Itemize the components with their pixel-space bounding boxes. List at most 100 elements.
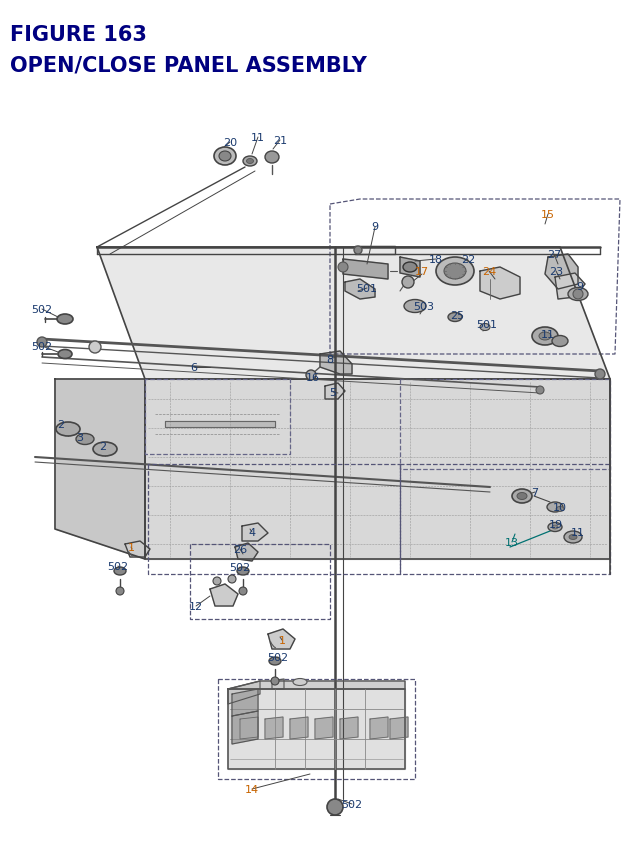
Text: 26: 26 bbox=[233, 544, 247, 554]
Polygon shape bbox=[235, 543, 258, 561]
Ellipse shape bbox=[552, 525, 558, 530]
Circle shape bbox=[306, 370, 316, 381]
Text: 5: 5 bbox=[330, 387, 337, 398]
Text: 11: 11 bbox=[571, 528, 585, 537]
Ellipse shape bbox=[532, 328, 558, 345]
Polygon shape bbox=[343, 260, 388, 280]
Text: 501: 501 bbox=[477, 319, 497, 330]
Ellipse shape bbox=[403, 263, 417, 273]
Text: 502: 502 bbox=[31, 305, 52, 314]
Polygon shape bbox=[545, 255, 578, 289]
Ellipse shape bbox=[568, 288, 588, 301]
Ellipse shape bbox=[114, 567, 126, 575]
Text: 502: 502 bbox=[229, 562, 251, 573]
Ellipse shape bbox=[556, 507, 564, 512]
Ellipse shape bbox=[58, 350, 72, 359]
Text: 2: 2 bbox=[99, 442, 107, 451]
Text: 1: 1 bbox=[278, 635, 285, 645]
Text: 27: 27 bbox=[547, 250, 561, 260]
Text: 6: 6 bbox=[191, 362, 198, 373]
Text: 17: 17 bbox=[415, 267, 429, 276]
Circle shape bbox=[327, 799, 343, 815]
Polygon shape bbox=[125, 542, 150, 557]
Polygon shape bbox=[345, 280, 375, 300]
Polygon shape bbox=[240, 717, 258, 739]
Text: FIGURE 163: FIGURE 163 bbox=[10, 25, 147, 45]
Text: 11: 11 bbox=[251, 133, 265, 143]
Ellipse shape bbox=[219, 152, 231, 162]
Circle shape bbox=[228, 575, 236, 583]
Text: 20: 20 bbox=[223, 138, 237, 148]
Text: 503: 503 bbox=[413, 301, 435, 312]
Polygon shape bbox=[242, 523, 268, 542]
Text: 12: 12 bbox=[189, 601, 203, 611]
Ellipse shape bbox=[480, 324, 490, 331]
Ellipse shape bbox=[246, 159, 253, 164]
Polygon shape bbox=[268, 629, 295, 649]
Circle shape bbox=[354, 247, 362, 255]
Polygon shape bbox=[228, 681, 405, 689]
Text: 10: 10 bbox=[553, 503, 567, 512]
Polygon shape bbox=[210, 585, 238, 606]
Ellipse shape bbox=[293, 678, 307, 685]
Ellipse shape bbox=[436, 257, 474, 286]
Text: 18: 18 bbox=[429, 255, 443, 264]
Polygon shape bbox=[400, 257, 420, 278]
Circle shape bbox=[89, 342, 101, 354]
Polygon shape bbox=[315, 717, 333, 739]
Text: 21: 21 bbox=[273, 136, 287, 146]
Polygon shape bbox=[355, 247, 395, 255]
Circle shape bbox=[573, 289, 583, 300]
Polygon shape bbox=[370, 717, 388, 739]
Polygon shape bbox=[320, 351, 352, 375]
Text: 11: 11 bbox=[541, 330, 555, 339]
Circle shape bbox=[37, 338, 47, 348]
Text: 4: 4 bbox=[248, 528, 255, 537]
Ellipse shape bbox=[512, 489, 532, 504]
Ellipse shape bbox=[448, 313, 462, 322]
Polygon shape bbox=[228, 689, 405, 769]
Polygon shape bbox=[340, 717, 358, 739]
Polygon shape bbox=[55, 380, 145, 560]
Circle shape bbox=[338, 263, 348, 273]
Circle shape bbox=[271, 678, 279, 685]
Polygon shape bbox=[480, 268, 520, 300]
Ellipse shape bbox=[214, 148, 236, 166]
Ellipse shape bbox=[564, 531, 582, 543]
Text: 15: 15 bbox=[541, 210, 555, 220]
Ellipse shape bbox=[517, 493, 527, 500]
Text: 502: 502 bbox=[341, 799, 363, 809]
Text: 502: 502 bbox=[108, 561, 129, 572]
Polygon shape bbox=[265, 717, 283, 739]
Circle shape bbox=[402, 276, 414, 288]
Polygon shape bbox=[555, 274, 585, 300]
Ellipse shape bbox=[569, 535, 577, 540]
Ellipse shape bbox=[57, 314, 73, 325]
Ellipse shape bbox=[548, 523, 562, 532]
Text: 19: 19 bbox=[549, 519, 563, 530]
Ellipse shape bbox=[539, 332, 551, 341]
Polygon shape bbox=[228, 681, 260, 704]
Ellipse shape bbox=[265, 152, 279, 164]
Text: 9: 9 bbox=[577, 282, 584, 292]
Text: 501: 501 bbox=[356, 283, 378, 294]
Ellipse shape bbox=[237, 567, 249, 575]
Polygon shape bbox=[165, 422, 275, 428]
Text: 7: 7 bbox=[531, 487, 539, 498]
Ellipse shape bbox=[547, 503, 563, 512]
Circle shape bbox=[595, 369, 605, 380]
Text: 9: 9 bbox=[371, 222, 379, 232]
Circle shape bbox=[239, 587, 247, 595]
Text: 8: 8 bbox=[326, 355, 333, 364]
Text: 2: 2 bbox=[58, 419, 65, 430]
Text: 1: 1 bbox=[127, 542, 134, 553]
Text: 3: 3 bbox=[77, 432, 83, 443]
Polygon shape bbox=[325, 383, 345, 400]
Polygon shape bbox=[232, 689, 258, 716]
Ellipse shape bbox=[404, 300, 426, 313]
Text: 14: 14 bbox=[245, 784, 259, 794]
Polygon shape bbox=[390, 717, 408, 739]
Text: 16: 16 bbox=[306, 373, 320, 382]
Polygon shape bbox=[272, 679, 284, 689]
Circle shape bbox=[536, 387, 544, 394]
